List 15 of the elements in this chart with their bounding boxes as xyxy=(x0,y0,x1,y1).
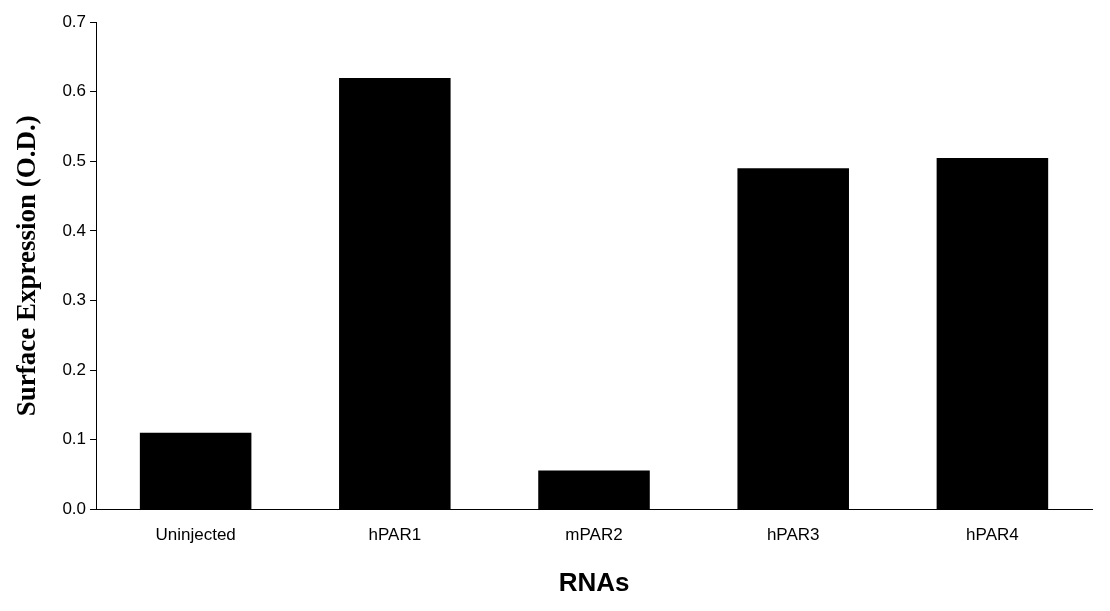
y-axis-title: Surface Expression (O.D.) xyxy=(11,115,42,417)
x-tick-label: mPAR2 xyxy=(565,525,623,545)
y-tick-label: 0.5 xyxy=(62,151,87,171)
y-tick-label: 0.6 xyxy=(62,81,87,101)
y-tick-label: 0.4 xyxy=(62,220,87,240)
x-tick-label: hPAR3 xyxy=(766,525,820,545)
x-tick-label: hPAR4 xyxy=(966,525,1019,545)
x-axis-title: RNAs xyxy=(558,566,630,597)
y-tick-label: 0.3 xyxy=(62,290,87,310)
x-tick-label: Uninjected xyxy=(155,525,236,545)
y-tick-label: 0.2 xyxy=(62,359,87,379)
y-tick-label: 0.1 xyxy=(62,429,87,449)
y-tick-label: 0.0 xyxy=(62,499,87,519)
x-tick-label: hPAR1 xyxy=(368,525,422,545)
y-tick-label: 0.7 xyxy=(62,11,87,31)
